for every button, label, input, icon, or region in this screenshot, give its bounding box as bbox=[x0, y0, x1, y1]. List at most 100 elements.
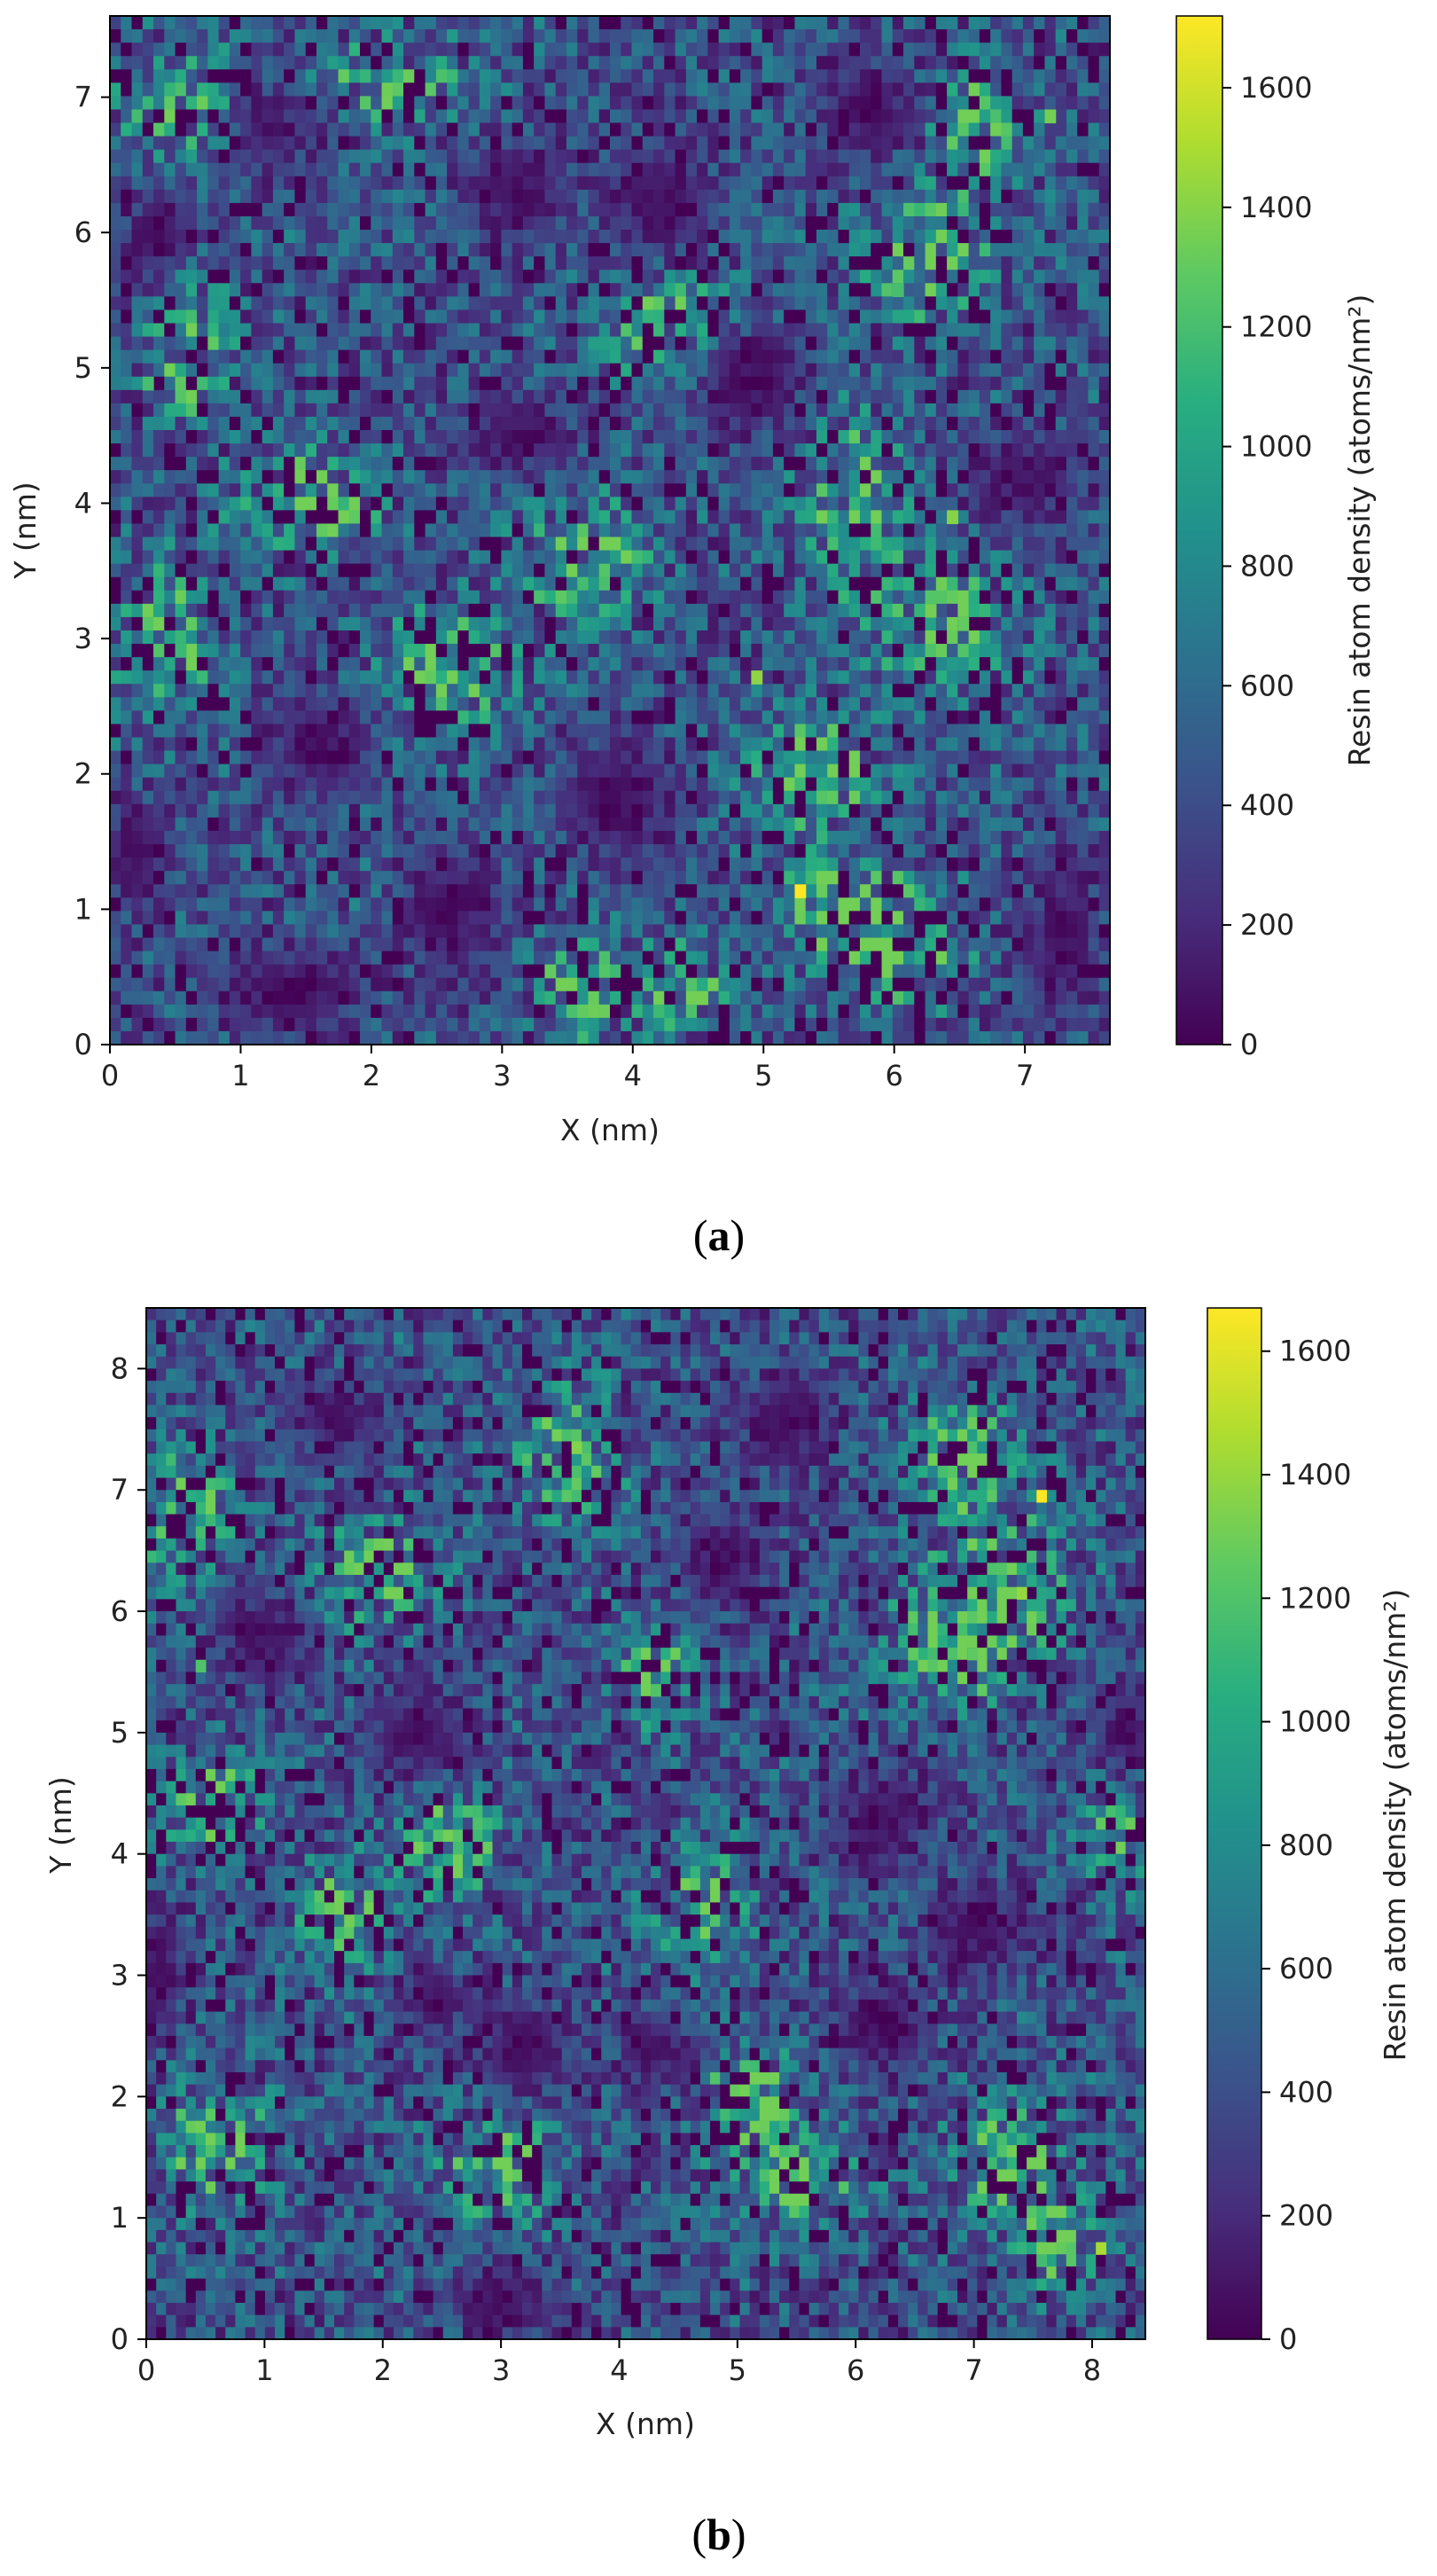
heatmap-cell bbox=[664, 403, 676, 418]
heatmap-cell bbox=[642, 189, 654, 204]
heatmap-cell bbox=[435, 136, 448, 151]
heatmap-cell bbox=[805, 724, 817, 739]
heatmap-cell bbox=[718, 363, 730, 378]
heatmap-cell bbox=[1022, 657, 1035, 671]
heatmap-cell bbox=[284, 470, 296, 484]
heatmap-cell bbox=[153, 510, 165, 525]
heatmap-cell bbox=[218, 82, 230, 97]
heatmap-cell bbox=[761, 363, 774, 378]
heatmap-cell bbox=[555, 256, 567, 270]
heatmap-cell bbox=[1098, 684, 1111, 698]
heatmap-cell bbox=[131, 523, 144, 538]
heatmap-cell bbox=[392, 296, 404, 311]
heatmap-cell bbox=[740, 576, 752, 591]
heatmap-cell bbox=[1077, 230, 1089, 244]
heatmap-cell bbox=[675, 670, 687, 685]
heatmap-cell bbox=[881, 296, 894, 311]
heatmap-cell bbox=[990, 336, 1002, 351]
heatmap-cell bbox=[588, 243, 600, 257]
heatmap-cell bbox=[1055, 536, 1067, 552]
heatmap-cell bbox=[914, 256, 926, 270]
heatmap-cell bbox=[414, 657, 426, 671]
heatmap-cell bbox=[1098, 724, 1111, 739]
heatmap-cell bbox=[110, 483, 121, 497]
heatmap-cell bbox=[305, 644, 317, 658]
heatmap-cell bbox=[544, 149, 557, 164]
heatmap-cell bbox=[598, 202, 611, 217]
heatmap-cell bbox=[990, 389, 1002, 404]
heatmap-cell bbox=[740, 230, 752, 244]
heatmap-cell bbox=[577, 363, 590, 378]
heatmap-cell bbox=[534, 443, 546, 458]
heatmap-cell bbox=[435, 69, 448, 83]
heatmap-cell bbox=[957, 323, 970, 338]
heatmap-cell bbox=[1044, 29, 1057, 43]
heatmap-cell bbox=[251, 630, 263, 645]
heatmap-cell bbox=[457, 376, 470, 391]
heatmap-cell bbox=[371, 457, 383, 471]
heatmap-cell bbox=[131, 670, 144, 685]
heatmap-cell bbox=[240, 403, 252, 418]
heatmap-cell bbox=[784, 697, 796, 711]
heatmap-cell bbox=[772, 296, 785, 311]
heatmap-cell bbox=[229, 243, 241, 257]
heatmap-cell bbox=[457, 563, 470, 578]
heatmap-cell bbox=[316, 724, 328, 739]
heatmap-cell bbox=[598, 497, 611, 511]
heatmap-cell bbox=[251, 270, 263, 284]
heatmap-cell bbox=[794, 270, 807, 284]
heatmap-cell bbox=[153, 109, 165, 124]
heatmap-cell bbox=[664, 136, 676, 151]
heatmap-cell bbox=[435, 16, 448, 30]
heatmap-cell bbox=[903, 590, 915, 605]
heatmap-cell bbox=[153, 563, 165, 578]
heatmap-cell bbox=[1066, 550, 1078, 565]
heatmap-cell bbox=[860, 497, 871, 511]
heatmap-cell bbox=[348, 457, 361, 471]
heatmap-cell bbox=[794, 724, 807, 739]
heatmap-cell bbox=[761, 416, 774, 431]
heatmap-cell bbox=[544, 136, 557, 151]
heatmap-cell bbox=[860, 710, 871, 725]
heatmap-cell bbox=[272, 176, 285, 191]
heatmap-cell bbox=[131, 724, 144, 739]
heatmap-cell bbox=[947, 149, 958, 164]
heatmap-cell bbox=[805, 430, 817, 444]
heatmap-cell bbox=[121, 136, 133, 151]
heatmap-cell bbox=[653, 710, 665, 725]
heatmap-cell bbox=[968, 684, 980, 698]
heatmap-cell bbox=[697, 443, 708, 458]
heatmap-cell bbox=[566, 603, 578, 618]
heatmap-cell bbox=[718, 215, 730, 231]
heatmap-cell bbox=[729, 43, 741, 57]
heatmap-cell bbox=[284, 684, 296, 698]
heatmap-cell bbox=[1077, 670, 1089, 685]
heatmap-cell bbox=[131, 215, 144, 231]
heatmap-cell bbox=[1077, 176, 1089, 191]
heatmap-cell bbox=[805, 563, 817, 578]
heatmap-cell bbox=[447, 296, 458, 311]
heatmap-cell bbox=[403, 630, 415, 645]
heatmap-cell bbox=[784, 29, 796, 43]
heatmap-cell bbox=[642, 550, 654, 565]
heatmap-cell bbox=[207, 616, 220, 631]
heatmap-cell bbox=[435, 470, 448, 484]
heatmap-cell bbox=[522, 256, 535, 270]
heatmap-cell bbox=[990, 162, 1002, 177]
heatmap-cell bbox=[621, 202, 633, 217]
heatmap-cell bbox=[218, 283, 230, 297]
heatmap-cell bbox=[827, 122, 840, 137]
heatmap-cell bbox=[805, 29, 817, 43]
heatmap-cell bbox=[338, 109, 350, 124]
heatmap-cell bbox=[729, 644, 741, 658]
heatmap-cell bbox=[772, 136, 785, 151]
heatmap-cell bbox=[284, 16, 296, 30]
heatmap-cell bbox=[392, 243, 404, 257]
heatmap-cell bbox=[348, 189, 361, 204]
heatmap-cell bbox=[784, 82, 796, 97]
heatmap-cell bbox=[697, 82, 708, 97]
heatmap-cell bbox=[621, 536, 633, 552]
heatmap-cell bbox=[935, 576, 948, 591]
heatmap-cell bbox=[425, 470, 437, 484]
heatmap-cell bbox=[121, 43, 133, 57]
